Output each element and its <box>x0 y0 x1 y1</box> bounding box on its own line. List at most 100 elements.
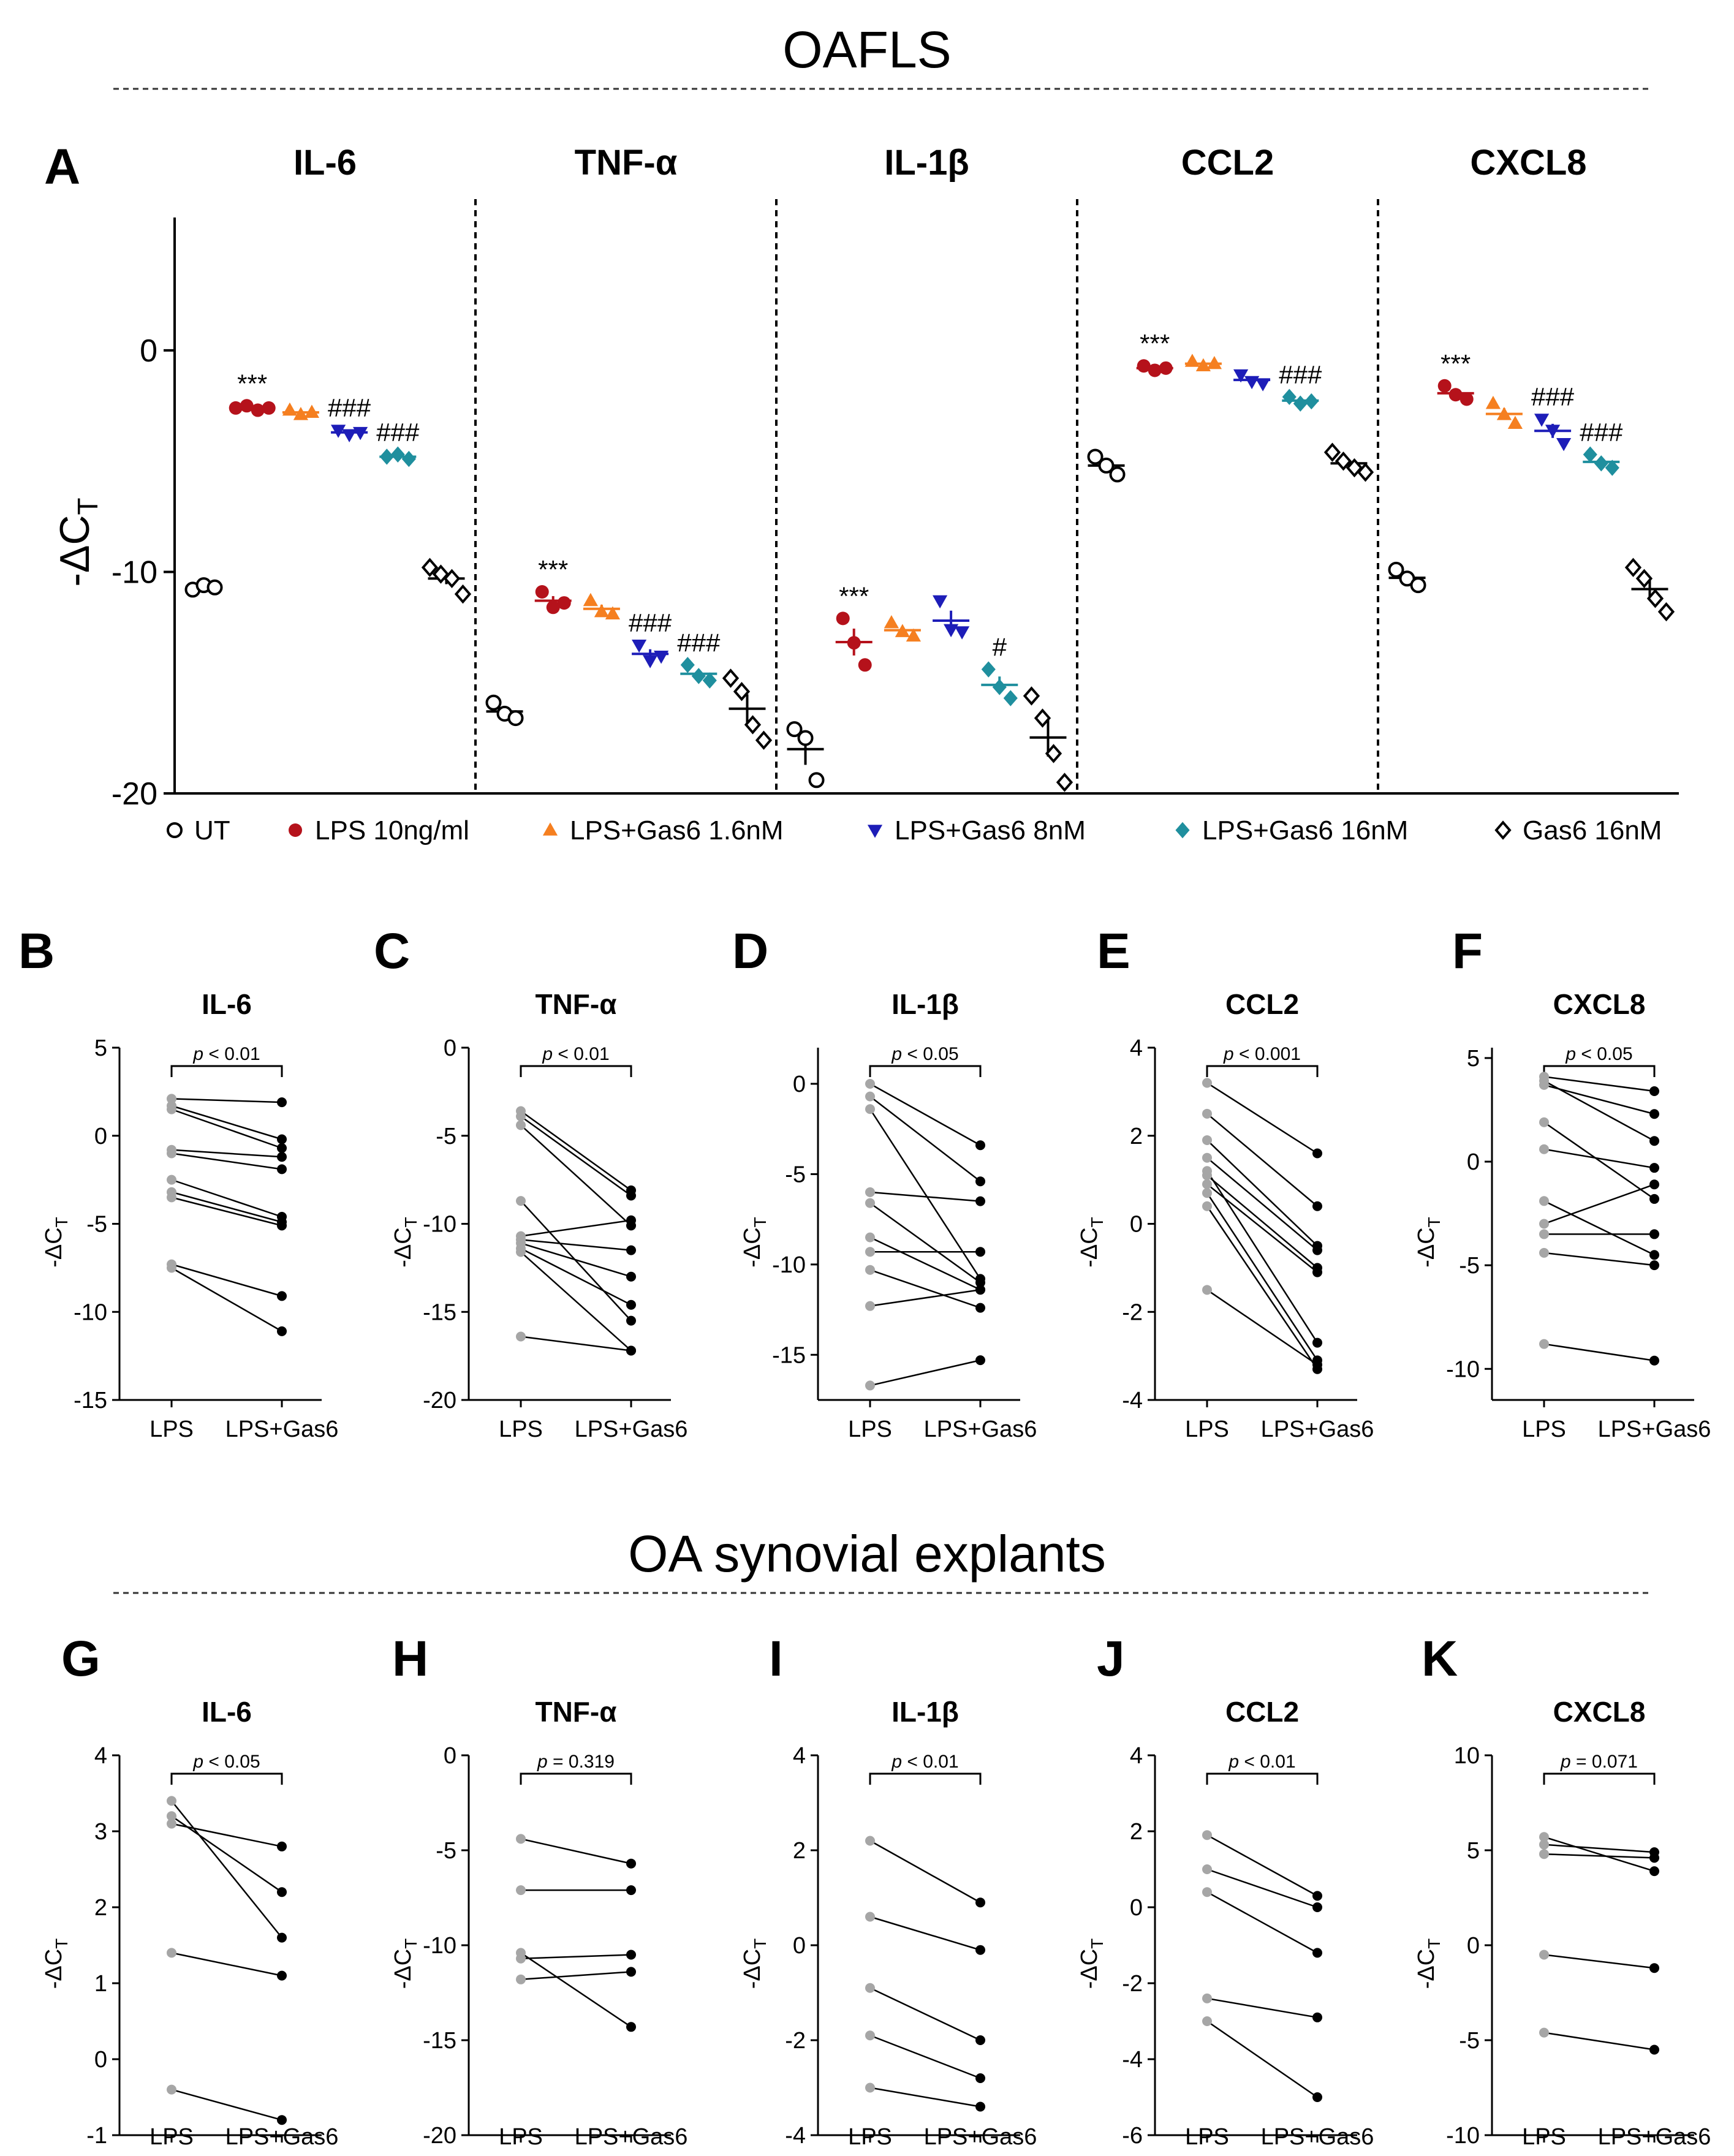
pvalue-p: p <box>1223 1044 1234 1064</box>
point-lps-gas6 <box>277 1134 287 1144</box>
xtick-label-lps-gas6: LPS+Gas6 <box>1261 2124 1374 2150</box>
point-lps-gas6 <box>1649 1229 1659 1239</box>
point-lps-gas6 <box>1649 1193 1659 1204</box>
point-lps <box>865 1983 875 1993</box>
panel-a-point-tnf-gas6 <box>722 668 740 688</box>
pair-line <box>869 1916 981 1951</box>
panel-d: D IL-1β 0 -5 -10 -15 LPS LPS+Gas6 -ΔCT p < 0.05 <box>732 923 1037 1442</box>
pair-line <box>1206 1206 1319 1370</box>
pair-line <box>171 1108 282 1149</box>
ytick-label: 0 <box>793 1933 806 1959</box>
point-lps <box>1539 1076 1549 1086</box>
panel-a-point-ccl2-lps16 <box>1195 358 1211 372</box>
ylabel-sub: T <box>401 1217 420 1227</box>
point-lps <box>167 2084 176 2095</box>
panel-a-point-ccl2-lps16nm <box>1282 388 1297 406</box>
pair-line <box>1206 1113 1318 1207</box>
panel-letter-j: J <box>1097 1631 1125 1687</box>
panel-a-point-cxcl8-lps8 <box>1545 425 1561 438</box>
pvalue-rest: < 0.01 <box>1239 1752 1296 1772</box>
pvalue-p: p <box>192 1044 203 1064</box>
panel-a-point-cxcl8-lps <box>1437 379 1452 393</box>
panel-a-point-il-6-lps <box>240 399 254 413</box>
point-lps-gas6 <box>975 2073 985 2083</box>
point-lps-gas6 <box>626 1215 636 1225</box>
pair-line <box>869 2087 981 2108</box>
panel-a-point-cxcl8-lps16nm <box>1583 446 1597 463</box>
panel-a-sig-il-6-lps16nm: ### <box>376 418 420 447</box>
ytick-label: -5 <box>436 1838 456 1864</box>
legend-marker-lps16 <box>542 822 558 836</box>
panel-a-point-cxcl8-gas6 <box>1624 558 1642 577</box>
ytick-label: -5 <box>1459 2028 1480 2054</box>
ylabel: -ΔCT <box>1077 1217 1107 1268</box>
panel-g: G IL-6 4 3 2 1 0 -1 LPS LPS+Gas6 -ΔCT p < 0.05 <box>41 1631 338 2150</box>
point-lps-gas6 <box>277 1841 287 1852</box>
point-lps <box>1539 1247 1549 1258</box>
point-lps <box>865 1380 875 1391</box>
ytick-label: 2 <box>793 1838 806 1864</box>
panel-a-point-ccl2-gas6 <box>1357 463 1374 482</box>
pvalue-label: p < 0.01 <box>891 1752 958 1772</box>
panel-f: F CXCL8 5 0 -5 -10 LPS LPS+Gas6 -ΔCT p < 0.05 <box>1414 923 1711 1442</box>
point-lps-gas6 <box>277 1326 287 1336</box>
pair-line <box>171 1098 282 1103</box>
point-lps-gas6 <box>277 1097 287 1108</box>
panel-a-point-tnf-lps8 <box>642 655 658 668</box>
pair-line <box>1206 1082 1318 1154</box>
panel-a-point-il-6-lps8 <box>352 426 368 441</box>
point-lps <box>1202 1864 1212 1874</box>
panel-title-e: CCL2 <box>1225 988 1299 1020</box>
point-lps-gas6 <box>626 1967 636 1977</box>
point-lps-gas6 <box>626 1315 636 1326</box>
ylabel-sub: T <box>401 1939 420 1949</box>
point-lps <box>1539 1832 1549 1842</box>
panel-a-point-il-1-lps16 <box>884 615 899 629</box>
point-lps-gas6 <box>1649 2044 1659 2055</box>
panel-letter-a: A <box>44 139 80 195</box>
point-lps <box>1202 1108 1212 1119</box>
pair-line <box>171 1952 282 1976</box>
ylabel-sub: T <box>1088 1939 1107 1949</box>
point-lps-gas6 <box>1312 2092 1322 2102</box>
ytick-label: -2 <box>1122 1299 1143 1325</box>
ylabel: -ΔCT <box>1414 1217 1444 1268</box>
panel-a-point-il-1-ut <box>797 730 814 746</box>
pvalue-bracket <box>1206 1065 1319 1077</box>
ytick-label: 0 <box>94 2047 107 2073</box>
panel-a-point-il-6-lps16 <box>293 407 309 420</box>
point-lps <box>1202 1993 1212 2003</box>
pair-line <box>869 1095 981 1182</box>
panel-a-point-il-1-lps16nm <box>981 661 996 678</box>
pair-line <box>869 1359 981 1386</box>
point-lps-gas6 <box>975 1945 985 1955</box>
point-lps <box>167 1818 176 1829</box>
point-lps-gas6 <box>1312 1245 1322 1255</box>
ytick-label: 4 <box>94 1743 107 1769</box>
point-lps <box>516 1196 526 1206</box>
xtick-label-lps: LPS <box>1522 1417 1566 1442</box>
pair-line <box>171 1823 282 1848</box>
point-lps-gas6 <box>1312 2012 1322 2022</box>
point-lps-gas6 <box>1312 1360 1322 1370</box>
ytick-label: 0 <box>1130 1212 1143 1238</box>
panel-a-point-il-1-lps <box>858 658 872 672</box>
ytick-label: 0 <box>444 1035 456 1061</box>
panel-letter-h: H <box>392 1631 428 1687</box>
panel-a-sig-il-6-lps8: ### <box>328 393 371 422</box>
ytick-label: -4 <box>1122 2047 1143 2073</box>
point-lps-gas6 <box>1312 1201 1322 1211</box>
panel-a-point-il-6-lps16nm <box>401 450 416 467</box>
panel-a-point-il-1-lps16 <box>895 624 911 637</box>
point-lps-gas6 <box>975 1897 985 1908</box>
ytick-label: 5 <box>1467 1838 1480 1864</box>
point-lps <box>516 1885 526 1896</box>
point-lps <box>865 1198 875 1208</box>
ytick-label: -6 <box>1122 2123 1143 2149</box>
ytick-label: 0 <box>94 1124 107 1149</box>
legend-label-lps16nm: LPS+Gas6 16nM <box>1202 815 1408 845</box>
point-lps-gas6 <box>975 1285 985 1295</box>
ytick-label: 2 <box>94 1895 107 1921</box>
panel-a-point-il-1-ut <box>786 721 803 738</box>
